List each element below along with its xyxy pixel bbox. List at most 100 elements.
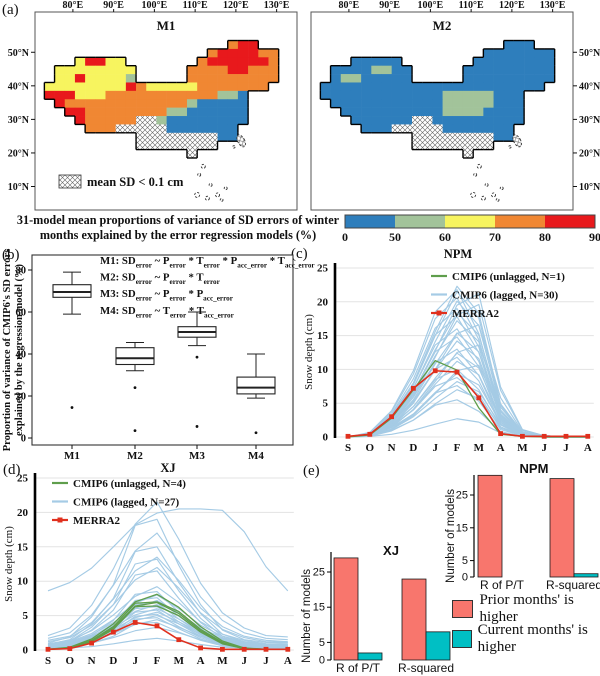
month-label: O [366, 442, 375, 454]
lon-tick-label: 110°E [459, 0, 484, 11]
prior-color-swatch [452, 600, 474, 618]
merra2-marker [563, 433, 569, 439]
merra2-marker [45, 646, 51, 652]
lat-tick-label: 10°N [8, 182, 30, 193]
merra2-marker [541, 433, 547, 439]
panel-a-label: (a) [2, 2, 19, 18]
lon-tick-label: 80°E [63, 0, 84, 11]
colorbar-tick-label: 60 [439, 230, 451, 244]
boxplot-ytick: 60 [16, 308, 27, 319]
merra2-marker [345, 433, 351, 439]
boxplot-ytick: 40 [16, 350, 27, 361]
boxplot-box-M2 [115, 341, 155, 433]
bar-ylabel: Number of models [301, 569, 313, 663]
line-ytick: 0 [323, 432, 329, 444]
map-grid-M2 [320, 40, 555, 159]
legend-item-current: Current months' is higher [452, 622, 600, 656]
cmip6-lagged-line [47, 556, 288, 643]
panel-e-label: (e) [303, 463, 320, 479]
prior-legend-label: Prior months' is higher [479, 592, 574, 625]
merra2-marker [263, 646, 269, 652]
line-ylabel: Snow depth (cm) [3, 526, 15, 602]
line-legend-label: MERRA2 [73, 515, 121, 527]
month-label: N [388, 442, 396, 454]
map-grid-M1 [44, 40, 279, 159]
bar-NPM-R-squared [549, 478, 575, 578]
lat-tick-label: 30°N [8, 115, 30, 126]
colorbar-segment [495, 215, 545, 228]
merra2-marker [176, 637, 182, 643]
colorbar: 0 50 60 70 80 90 [342, 214, 600, 244]
line-chart-title: XJ [160, 461, 175, 475]
hatch-legend-swatch [58, 174, 82, 189]
boxplot-ytick: 20 [16, 392, 27, 403]
bar-chart-title: XJ [383, 543, 399, 558]
map-title-M1: M1 [157, 18, 176, 33]
boxplot-category: M2 [127, 450, 143, 462]
bar-ytick: 5 [462, 555, 468, 567]
merra2-marker [432, 368, 438, 374]
line-legend-label: MERRA2 [452, 308, 500, 320]
panel-c-label: (c) [291, 246, 308, 262]
current-color-swatch [452, 630, 472, 648]
line-ytick: 20 [317, 296, 329, 308]
merra2-marker [520, 433, 525, 439]
line-legend-label: CMIP6 (lagged, N=27) [73, 497, 180, 509]
bar-ytick: 5 [319, 637, 325, 649]
month-label: N [88, 655, 96, 667]
bar-charts-panel: 0 5 15 25 R of P/T R-squared XJ Number of model… [301, 461, 600, 675]
map-title-M2: M2 [433, 18, 452, 33]
merra2-marker [241, 646, 247, 652]
bar-ylabel: Number of models [445, 489, 457, 583]
colorbar-segment [545, 215, 595, 228]
bar-category-label: R of P/T [480, 578, 525, 592]
line-ytick: 15 [17, 541, 29, 553]
bar-ytick: 15 [313, 602, 325, 614]
cmip6-lagged-line [47, 586, 288, 646]
month-label: J [563, 442, 569, 454]
boxplot-ylabel-1: Proportion of variance of CMIP6's SD err… [2, 249, 13, 452]
month-label: D [109, 655, 117, 667]
model-formula: M1: SDerror​ ~ Perror​ * Terror​ * Pacc_… [100, 255, 315, 269]
line-ytick: 10 [17, 576, 29, 588]
lat-tick-label: 40°N [579, 81, 600, 92]
merra2-marker [132, 620, 138, 625]
month-label: J [541, 442, 547, 454]
line-ytick: 25 [17, 473, 29, 485]
merra2-marker [411, 385, 416, 391]
merra2-line [347, 369, 588, 438]
lat-tick-label: 50°N [579, 48, 600, 59]
merra2-marker [67, 646, 73, 652]
lon-tick-label: 130°E [540, 0, 566, 11]
boxplot-category: M4 [248, 450, 264, 462]
month-label: M [174, 655, 185, 667]
bar-category-label: R of P/T [336, 661, 381, 675]
month-label: S [45, 655, 51, 667]
line-legend-label: CMIP6 (lagged, N=30) [452, 290, 559, 302]
line-legend-label: CMIP6 (unlagged, N=4) [73, 478, 186, 490]
model-formula: M2: SDerror​ ~ Perror​ * Terror​ [100, 272, 221, 286]
bar-XJ-R of P/T [357, 652, 383, 661]
panel-d-label: (d) [3, 462, 21, 478]
bar-NPM-R of P/T [477, 474, 503, 578]
merra2-marker [89, 640, 94, 646]
boxplot-panel: 0 20 40 60 80 M1 M2 M3 M4 M1: SDerror​ ~ Perror​ … [2, 249, 315, 462]
month-label: F [154, 655, 161, 667]
boxplot-box-M4 [236, 353, 276, 435]
bar-ytick: 0 [319, 655, 325, 667]
bar-chart-title: NPM [520, 461, 549, 476]
cmip6-lagged-line [47, 532, 288, 641]
merra2-marker [454, 369, 460, 375]
merra2-marker [285, 646, 291, 652]
maps-panel: 80°E 90°E 100°E 110°E 120°E 130°E 50°N 40°N 30°N… [8, 0, 600, 211]
month-label: J [432, 442, 438, 454]
line-ytick: 5 [23, 610, 29, 622]
boxplot-category: M3 [189, 450, 205, 462]
merra2-marker [476, 395, 482, 401]
boxplot-ytick: 80 [16, 266, 27, 277]
boxplot-ylabel-2: explained by the regression model (%) [14, 264, 25, 436]
month-label: O [66, 655, 75, 667]
bar-category-label: R-squared [398, 661, 454, 675]
